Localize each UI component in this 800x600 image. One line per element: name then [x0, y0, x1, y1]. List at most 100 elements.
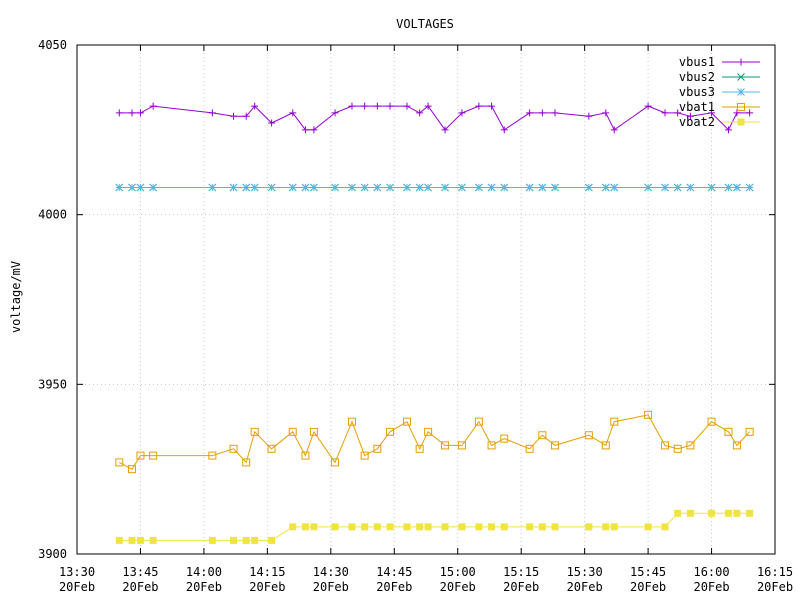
data-point-vbat1 — [457, 441, 466, 450]
data-point-vbat1 — [424, 427, 433, 436]
data-point-vbat2 — [644, 523, 652, 531]
x-tick-date-label: 20Feb — [59, 580, 95, 594]
x-tick-date-label: 20Feb — [186, 580, 222, 594]
data-point-vbat2 — [136, 536, 144, 544]
data-point-vbus1 — [251, 102, 259, 110]
data-point-vbus3 — [644, 183, 652, 192]
data-point-vbus1 — [128, 109, 136, 117]
data-point-vbat2 — [424, 523, 432, 531]
data-point-vbus3 — [475, 183, 483, 192]
y-axis-label: voltage/mV — [9, 261, 23, 333]
data-point-vbus1 — [136, 109, 144, 117]
data-point-vbat1 — [373, 444, 382, 453]
data-point-vbat2 — [661, 523, 669, 531]
data-point-vbat1 — [360, 451, 369, 460]
data-point-vbus1 — [230, 112, 238, 120]
data-point-vbus3 — [686, 183, 695, 192]
data-point-vbat2 — [361, 523, 369, 531]
data-point-vbat1 — [250, 427, 259, 436]
data-point-vbat1 — [745, 427, 754, 436]
series-area — [115, 102, 754, 544]
data-point-vbus1 — [416, 109, 424, 117]
data-point-vbus3 — [661, 183, 669, 192]
data-point-vbus3 — [115, 183, 124, 192]
data-point-vbat1 — [584, 431, 593, 440]
data-point-vbat1 — [673, 444, 682, 453]
data-point-vbat2 — [538, 523, 546, 531]
data-point-vbat2 — [686, 509, 694, 517]
data-point-vbus1 — [500, 126, 508, 134]
x-tick-label: 14:30 — [313, 565, 349, 579]
x-tick-date-label: 20Feb — [630, 580, 666, 594]
data-point-vbus1 — [424, 102, 432, 110]
data-point-vbus1 — [686, 112, 694, 120]
data-point-vbat1 — [441, 441, 450, 450]
data-point-vbus1 — [538, 109, 546, 117]
data-point-vbus1 — [674, 109, 682, 117]
data-point-vbus1 — [475, 102, 483, 110]
data-point-vbus3 — [707, 183, 716, 192]
data-point-vbat2 — [475, 523, 483, 531]
data-point-vbat1 — [208, 451, 217, 460]
data-point-vbus1 — [708, 109, 716, 117]
data-point-vbat2 — [348, 523, 356, 531]
data-point-vbat1 — [386, 427, 395, 436]
data-point-vbus3 — [525, 183, 534, 192]
data-point-vbus1 — [458, 109, 466, 117]
data-point-vbus1 — [526, 109, 534, 117]
data-point-vbat1 — [136, 451, 145, 460]
y-tick-label: 4050 — [38, 38, 67, 52]
data-point-vbat2 — [128, 536, 136, 544]
data-point-vbus3 — [301, 183, 310, 192]
data-point-vbus3 — [745, 183, 754, 192]
data-point-vbus3 — [208, 183, 217, 192]
data-point-vbat1 — [229, 444, 238, 453]
data-point-vbat1 — [686, 441, 695, 450]
legend-label: vbat1 — [679, 100, 715, 114]
legend-item-vbus1: vbus1 — [679, 55, 760, 69]
data-point-vbat2 — [373, 523, 381, 531]
plot-frame — [76, 44, 776, 555]
data-point-vbat2 — [149, 536, 157, 544]
legend-item-vbus2: vbus2 — [679, 70, 760, 84]
data-point-vbat1 — [267, 444, 276, 453]
data-point-vbat2 — [242, 536, 250, 544]
data-point-vbat2 — [526, 523, 534, 531]
data-point-vbus3 — [136, 183, 145, 192]
data-point-vbat2 — [268, 536, 276, 544]
data-point-vbat2 — [386, 523, 394, 531]
data-point-vbus3 — [673, 183, 682, 192]
data-point-vbus1 — [208, 109, 216, 117]
data-point-vbat2 — [403, 523, 411, 531]
data-point-vbat2 — [251, 536, 259, 544]
data-point-vbus1 — [733, 109, 741, 117]
data-point-vbus3 — [733, 183, 741, 192]
data-point-vbat2 — [610, 523, 618, 531]
data-point-vbat1 — [288, 427, 297, 436]
y-tick-label: 4000 — [38, 208, 67, 222]
data-point-vbus1 — [289, 109, 297, 117]
data-point-vbus1 — [373, 102, 381, 110]
data-point-vbus3 — [267, 183, 276, 192]
x-tick-label: 14:45 — [376, 565, 412, 579]
data-point-vbus1 — [149, 102, 157, 110]
data-point-vbat1 — [331, 458, 340, 467]
data-point-vbus3 — [288, 183, 297, 192]
data-point-vbat1 — [474, 417, 483, 426]
series-vbat1 — [115, 410, 754, 474]
y-tick-label: 3900 — [38, 547, 67, 561]
data-point-vbat2 — [301, 523, 309, 531]
data-point-vbat1 — [724, 427, 733, 436]
data-point-vbat1 — [551, 441, 560, 450]
data-point-vbus1 — [242, 112, 250, 120]
data-point-vbus3 — [386, 183, 394, 192]
data-point-vbus3 — [500, 183, 509, 192]
data-point-vbus3 — [128, 183, 136, 192]
data-point-vbus1 — [551, 109, 559, 117]
legend-label: vbat2 — [679, 115, 715, 129]
legend-marker — [737, 103, 745, 111]
x-tick-label: 15:00 — [440, 565, 476, 579]
x-tick-date-label: 20Feb — [693, 580, 729, 594]
data-point-vbus3 — [724, 183, 733, 192]
